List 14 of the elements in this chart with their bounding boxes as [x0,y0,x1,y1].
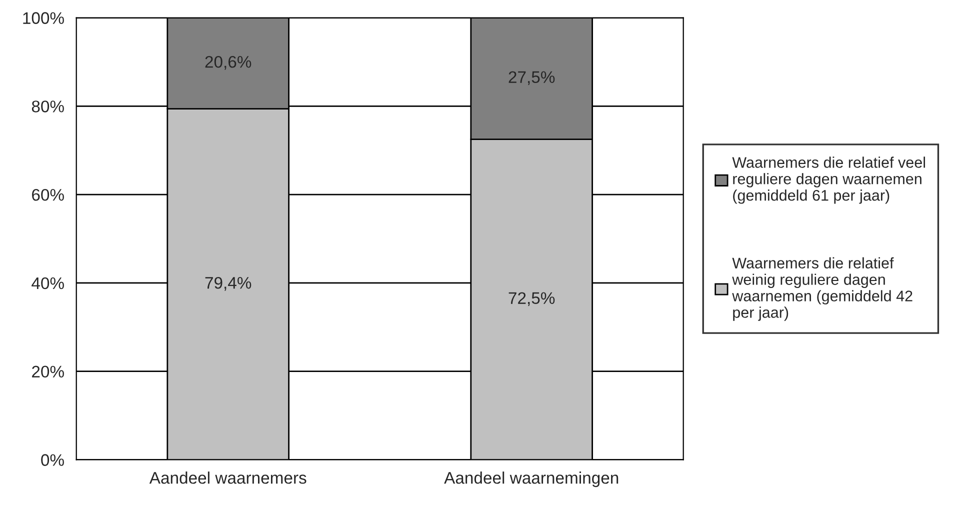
y-tick-label: 0% [41,454,64,466]
y-tick-label: 100% [23,12,64,24]
legend-label: Waarnemers die relatief veel reguliere dagen waarnemen (gemiddeld 61 per jaar) [732,156,925,204]
y-tick-label: 80% [32,100,64,112]
x-tick-label: Aandeel waarnemers [149,472,306,484]
y-tick-label: 40% [32,277,64,290]
data-label: 20,6% [205,56,252,70]
x-tick-label: Aandeel waarnemingen [444,472,618,488]
data-label: 72,5% [508,292,555,306]
data-label: 79,4% [205,276,252,291]
y-tick-label: 20% [32,366,64,378]
y-tick-label: 60% [32,188,64,201]
legend-label: Waarnemers die relatief weinig reguliere dagen waarnemen (gemiddeld 42 per jaar) [732,257,912,321]
data-label: 27,5% [508,71,555,85]
